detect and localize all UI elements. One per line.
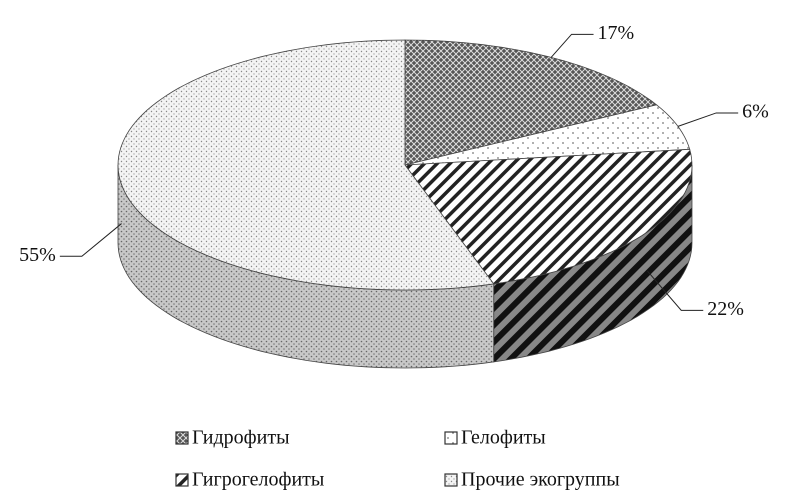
legend-label: Прочие экогруппы xyxy=(461,469,620,491)
legend-swatch xyxy=(444,473,458,487)
leader-line xyxy=(550,33,594,58)
slice xyxy=(117,39,495,291)
legend-swatch xyxy=(175,473,189,487)
slice xyxy=(404,148,693,285)
legend-swatch xyxy=(175,431,189,445)
legend-label: Гигрогелофиты xyxy=(192,469,324,491)
data-label: 55% xyxy=(19,244,56,266)
legend-label: Гидрофиты xyxy=(192,427,290,449)
legend-label: Гелофиты xyxy=(461,427,546,449)
leader-line xyxy=(59,223,122,257)
leader-line xyxy=(677,112,739,127)
data-label: 22% xyxy=(707,298,744,320)
data-label: 6% xyxy=(742,101,769,123)
slice xyxy=(404,104,691,166)
data-label: 17% xyxy=(598,22,635,44)
legend-swatch xyxy=(444,431,458,445)
slice xyxy=(404,39,658,166)
leader-line xyxy=(646,270,704,311)
